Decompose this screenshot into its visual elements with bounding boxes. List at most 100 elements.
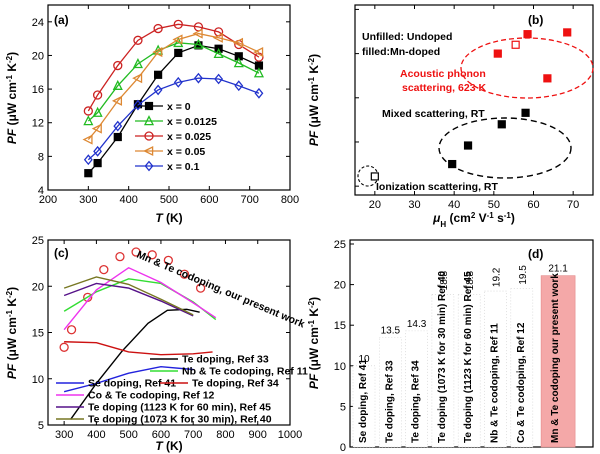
data-point — [131, 247, 141, 257]
panel-b-plot-area — [370, 28, 572, 181]
legend-marker — [143, 115, 155, 126]
data-point — [214, 73, 224, 85]
panel-b-ylabel: PF (μW cm-1 K-2) — [307, 54, 322, 146]
bar-value-label: 21.1 — [548, 264, 568, 275]
data-point — [254, 87, 264, 99]
bar — [484, 290, 507, 448]
data-point — [82, 134, 93, 145]
data-point — [83, 106, 93, 116]
legend-label: Te doping, Ref 33 — [182, 354, 269, 366]
legend-label: Se doping, Ref 41 — [88, 378, 176, 390]
bar — [352, 365, 376, 448]
data-point — [192, 28, 203, 39]
x-tick-label: 500 — [160, 194, 178, 206]
bar-value-label: 18.8 — [439, 270, 450, 290]
series-line — [63, 278, 217, 321]
data-point — [113, 132, 122, 142]
x-tick-label: 400 — [87, 429, 105, 441]
panel-b-legend-filled: filled:Mn-doped — [362, 46, 440, 58]
y-tick-label: 10 — [32, 374, 44, 386]
panel-c-ylabel: PF (μW cm-1 K-2) — [5, 287, 20, 379]
x-tick-label: 400 — [119, 194, 137, 206]
bar-value-label: 14.3 — [407, 319, 427, 330]
panel-b-tag: (b) — [528, 13, 543, 27]
bar-category-label: Te doping, Ref 33 — [384, 360, 395, 443]
bar — [457, 294, 481, 448]
y-tick-label: 10 — [334, 361, 346, 373]
legend-label: x = 0.05 — [167, 146, 205, 158]
data-point — [132, 58, 143, 69]
data-point — [493, 49, 502, 58]
series-line — [63, 366, 194, 393]
data-point — [463, 141, 473, 150]
data-point — [194, 41, 203, 50]
panel-d-ylabel: PF (μW cm-1 K-2) — [307, 297, 322, 389]
data-point — [212, 32, 223, 43]
panel-a-ylabel: PF (μW cm-1 K-2) — [5, 52, 20, 144]
data-point — [93, 145, 103, 157]
data-point — [497, 120, 506, 129]
data-point — [232, 37, 244, 48]
y-tick-label: 20 — [334, 280, 346, 292]
data-point — [132, 73, 143, 84]
panel-c-plot-area — [59, 247, 217, 420]
bar-category-label: Te doping (1073 K for 30 min) Ref 40 — [437, 270, 448, 443]
series-line — [64, 341, 213, 356]
data-point — [152, 47, 163, 58]
data-point — [91, 123, 102, 134]
panel-d-axes: 0 5 10 15 20 25 — [334, 239, 354, 454]
ionization-annotation: Ionization scattering, RT — [376, 181, 499, 193]
legend-label: x = 0 — [167, 101, 191, 113]
x-tick-label: 300 — [55, 429, 73, 441]
legend-label: x = 0.025 — [167, 131, 211, 143]
data-point — [59, 342, 69, 352]
mixed-scattering-ellipse — [438, 117, 572, 179]
x-tick-label: 800 — [216, 429, 234, 441]
y-tick-label: 5 — [340, 401, 346, 413]
x-tick-label: 600 — [152, 429, 170, 441]
data-point — [111, 95, 123, 106]
data-point — [253, 47, 264, 58]
x-tick-label: 200 — [39, 194, 57, 206]
series-line-x-0-05 — [87, 32, 260, 140]
x-tick-label: 700 — [184, 429, 202, 441]
acoustic-annotation-line2: scattering, 623 K — [402, 82, 486, 94]
panel-b-legend-unfilled: Unfilled: Undoped — [362, 31, 452, 43]
panel-c-tag: (c) — [54, 246, 69, 260]
data-point — [112, 79, 123, 90]
data-point — [511, 40, 520, 49]
data-point — [543, 74, 552, 83]
panel-a-tag: (a) — [54, 13, 69, 27]
bar — [378, 337, 402, 448]
y-tick-label: 25 — [334, 239, 346, 251]
data-point — [173, 76, 183, 88]
panel-d-tag: (d) — [528, 247, 543, 261]
y-tick-label: 4 — [38, 185, 44, 197]
panel-a: (a) 200 300 400 500 600 700 800 4 8 12 16 20 24 x = … — [5, 4, 299, 225]
data-point — [563, 28, 572, 37]
legend-label: Nb & Te codoping, Ref 11 — [182, 366, 308, 378]
data-point — [115, 251, 125, 262]
legend-marker — [143, 145, 154, 157]
data-point — [521, 108, 530, 117]
data-point — [523, 30, 532, 39]
panel-b: (b) 20 30 40 50 60 70 Unfilled: Undoped fille… — [307, 4, 594, 229]
panel-a-xlabel: T (K) — [155, 211, 182, 225]
data-point — [66, 325, 77, 335]
bar — [405, 330, 428, 448]
panel-c-xlabel: T (K) — [155, 439, 182, 453]
data-point — [92, 106, 103, 117]
mixed-annotation: Mixed scattering, RT — [382, 108, 485, 120]
y-tick-label: 12 — [32, 118, 44, 130]
data-point — [172, 34, 183, 45]
x-tick-label: 500 — [119, 429, 137, 441]
data-point — [83, 115, 94, 126]
bar-category-label: Te doping (1123 K for 60 min) Ref 45 — [463, 271, 474, 443]
bar-value-label: 10 — [358, 354, 370, 365]
panel-c-annotation: Mn & Te codoping, our present work — [135, 249, 307, 331]
x-tick-label: 1000 — [278, 429, 302, 441]
data-point — [113, 120, 123, 132]
data-point — [93, 158, 102, 168]
